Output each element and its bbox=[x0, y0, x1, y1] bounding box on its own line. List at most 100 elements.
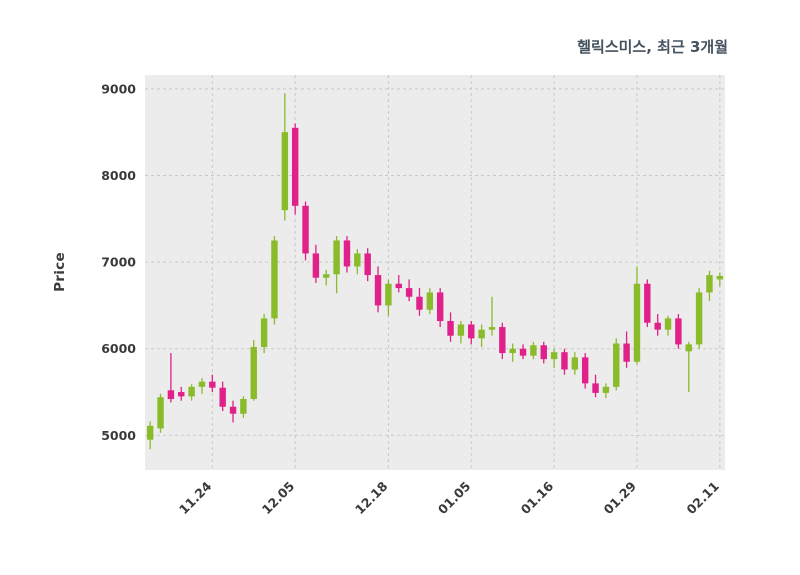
candle-body bbox=[602, 386, 610, 393]
candle bbox=[488, 296, 496, 336]
candle-body bbox=[550, 352, 558, 360]
candle-body bbox=[260, 318, 268, 347]
candle-body bbox=[675, 318, 682, 345]
candle bbox=[550, 348, 558, 368]
candle bbox=[240, 396, 247, 419]
y-tick-label: 7000 bbox=[101, 255, 136, 270]
candle-body bbox=[416, 296, 423, 310]
candle bbox=[519, 344, 527, 360]
candle-body bbox=[468, 324, 475, 339]
candle bbox=[416, 288, 423, 316]
candle-body bbox=[581, 357, 589, 384]
candle-body bbox=[271, 240, 278, 319]
candle-body bbox=[664, 318, 672, 330]
candle bbox=[395, 275, 402, 293]
candle-body bbox=[519, 348, 527, 356]
candle bbox=[716, 272, 724, 287]
x-tick-label: 01.05 bbox=[435, 479, 474, 518]
candle-body bbox=[571, 357, 579, 370]
x-tick-label: 01.29 bbox=[601, 479, 640, 518]
candle bbox=[654, 314, 661, 336]
candle-body bbox=[219, 387, 226, 407]
candle bbox=[385, 279, 392, 316]
candle bbox=[706, 270, 713, 302]
candle bbox=[675, 314, 682, 349]
candle bbox=[343, 236, 351, 273]
candle bbox=[633, 266, 641, 365]
candle bbox=[178, 386, 185, 401]
candle-body bbox=[509, 348, 516, 354]
candle bbox=[281, 93, 289, 221]
candle-body bbox=[405, 288, 413, 297]
candle-body bbox=[644, 283, 651, 323]
candle bbox=[271, 236, 278, 325]
y-tick-label: 6000 bbox=[101, 341, 136, 356]
candle-body bbox=[250, 346, 257, 399]
candle bbox=[333, 236, 340, 294]
candle-body bbox=[436, 292, 444, 322]
x-tick-label: 02.11 bbox=[683, 479, 722, 518]
candle-body bbox=[633, 283, 641, 362]
candle bbox=[685, 341, 692, 393]
candle-body bbox=[540, 345, 547, 360]
candle bbox=[478, 324, 485, 347]
candle bbox=[644, 279, 651, 328]
candle bbox=[613, 338, 620, 391]
candle-body bbox=[592, 383, 599, 393]
x-tick-label: 12.18 bbox=[352, 479, 391, 518]
candle-body bbox=[229, 406, 237, 414]
candle-body bbox=[385, 283, 392, 306]
candle bbox=[167, 353, 175, 403]
candle-body bbox=[499, 327, 506, 354]
candle bbox=[447, 312, 454, 342]
candle-body bbox=[343, 240, 351, 267]
candle-body bbox=[654, 322, 661, 330]
candle bbox=[198, 378, 206, 394]
candle-body bbox=[685, 344, 692, 352]
candle-body bbox=[561, 352, 568, 370]
candle bbox=[695, 288, 703, 349]
candle bbox=[540, 341, 547, 364]
candle-body bbox=[364, 253, 371, 276]
candle-body bbox=[695, 292, 703, 345]
candle-body bbox=[167, 390, 175, 399]
candle-body bbox=[146, 425, 154, 440]
candle-body bbox=[395, 283, 402, 289]
candle bbox=[405, 279, 413, 302]
candle bbox=[468, 321, 475, 345]
candle-body bbox=[374, 275, 382, 306]
candle-body bbox=[706, 275, 713, 293]
candle-body bbox=[457, 324, 465, 336]
candle-body bbox=[623, 343, 630, 362]
candle-body bbox=[354, 253, 361, 267]
candle bbox=[229, 400, 237, 423]
candle-body bbox=[530, 345, 537, 356]
candle bbox=[623, 331, 630, 368]
candle-body bbox=[240, 398, 247, 414]
candle bbox=[499, 322, 506, 360]
candle bbox=[354, 249, 361, 275]
candle bbox=[188, 384, 195, 401]
candle-body bbox=[613, 343, 620, 387]
candle-body bbox=[478, 329, 485, 339]
candle bbox=[530, 341, 537, 360]
candle-body bbox=[488, 327, 496, 330]
candle-body bbox=[188, 386, 195, 397]
candle bbox=[291, 123, 299, 215]
candle bbox=[571, 352, 579, 375]
candle bbox=[312, 244, 320, 283]
candle-body bbox=[447, 321, 454, 336]
candle bbox=[457, 321, 465, 344]
candle bbox=[250, 340, 257, 401]
candle-body bbox=[198, 381, 206, 387]
candle bbox=[592, 374, 599, 398]
candle-body bbox=[323, 274, 330, 278]
candle bbox=[157, 393, 164, 433]
candle-body bbox=[291, 127, 299, 206]
candle bbox=[219, 381, 226, 412]
candle-body bbox=[302, 205, 309, 254]
candle bbox=[426, 288, 434, 315]
y-tick-label: 5000 bbox=[101, 428, 136, 443]
